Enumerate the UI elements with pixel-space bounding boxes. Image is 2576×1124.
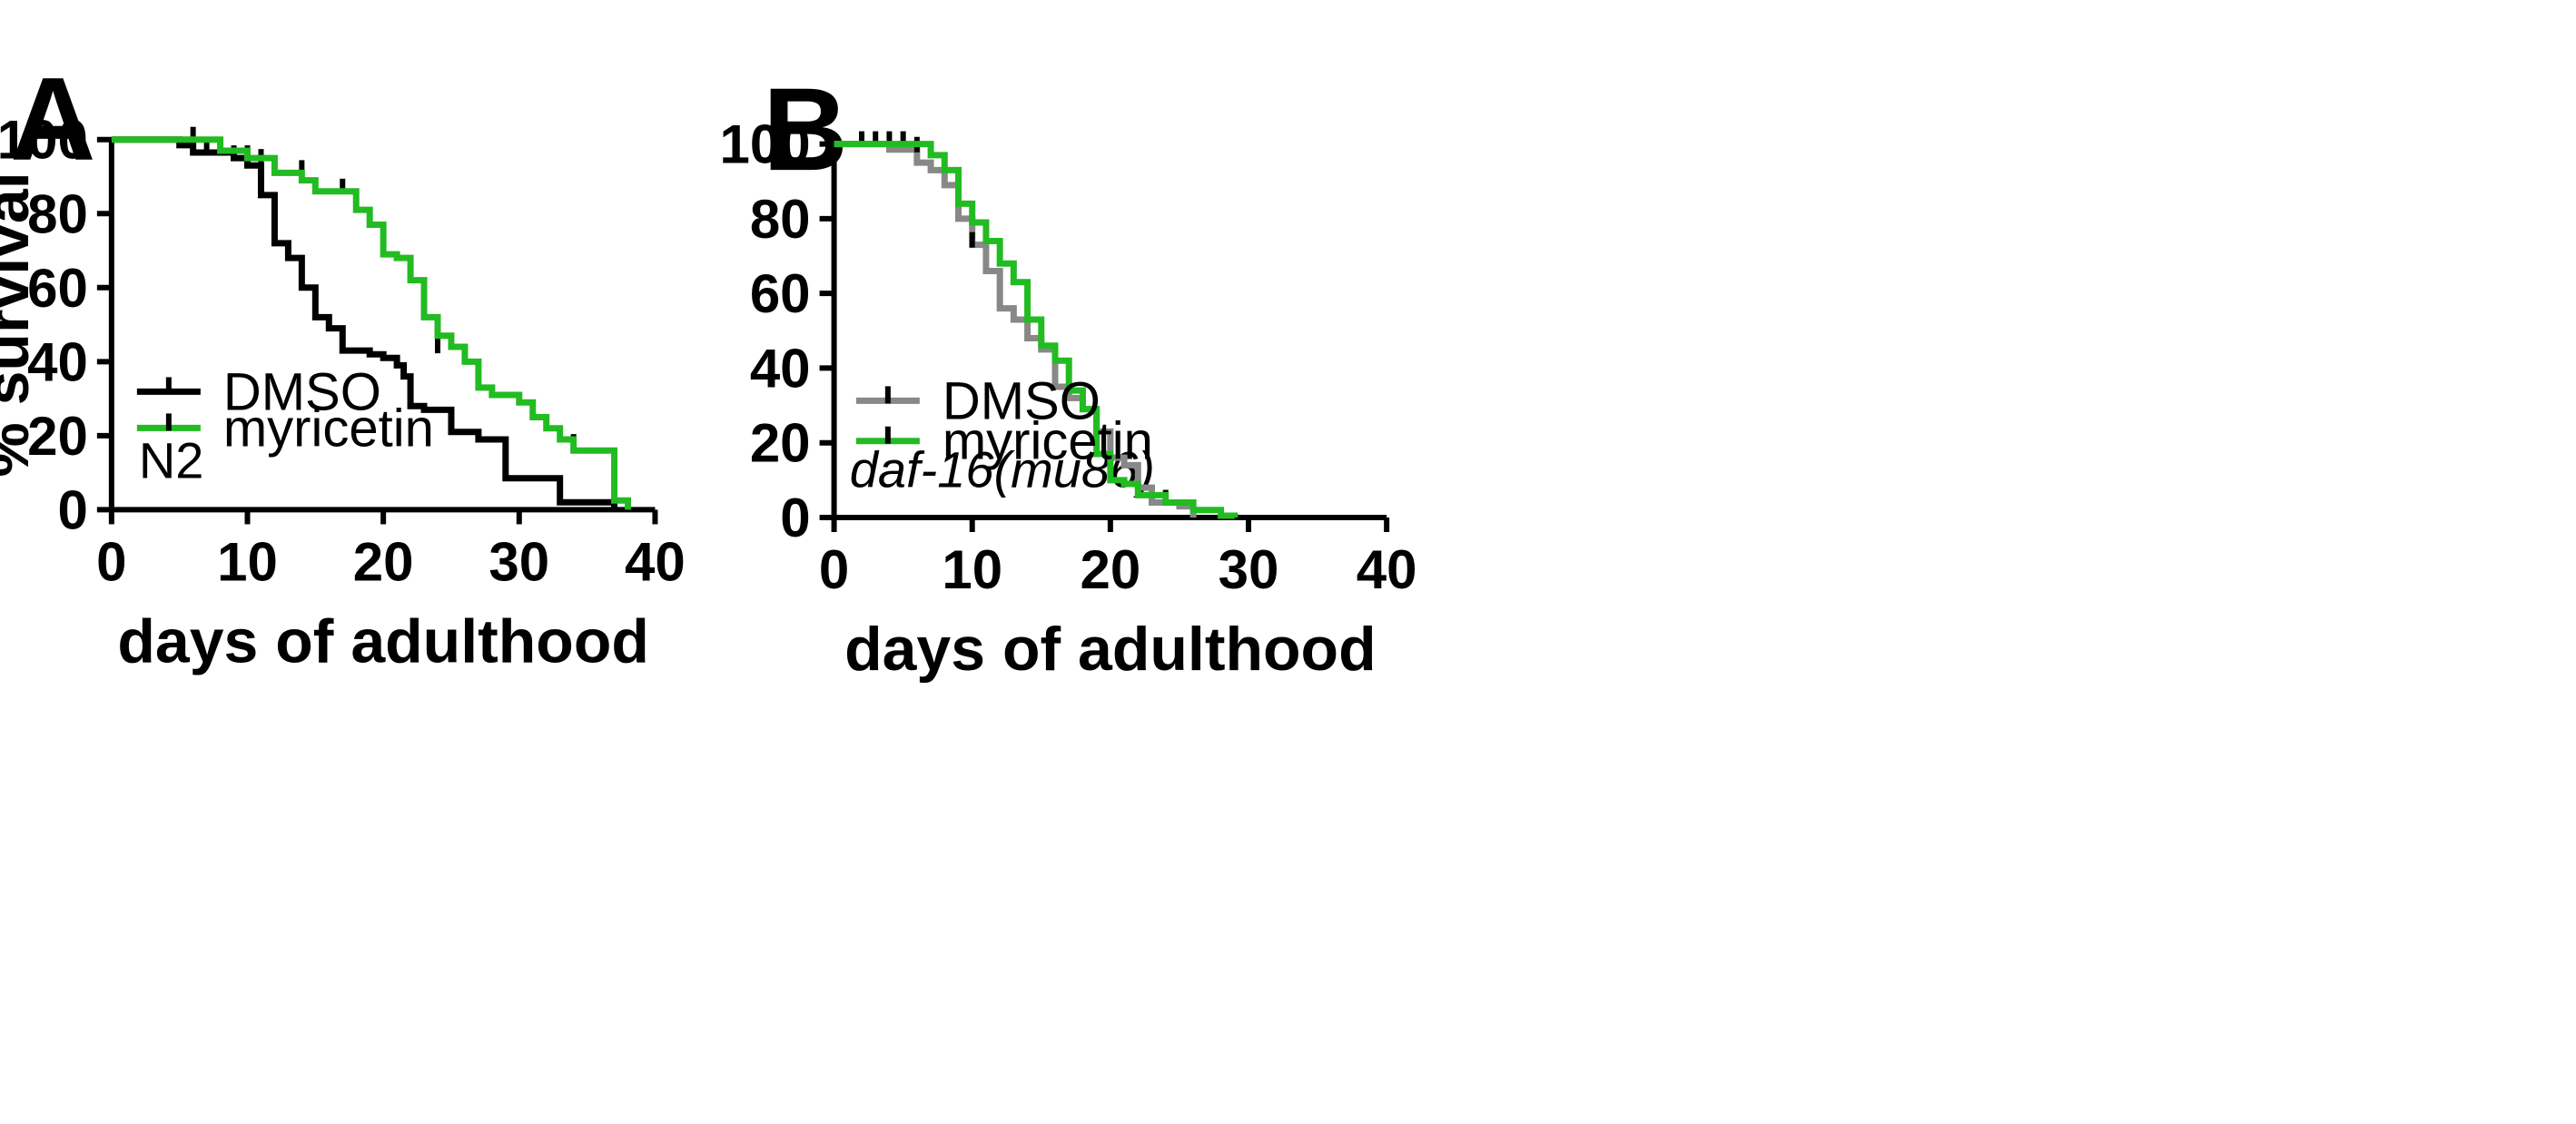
y-tick-label: 0 (780, 488, 810, 548)
x-tick-label: 20 (1080, 539, 1140, 600)
y-tick-label: 100 (0, 110, 88, 171)
x-tick-label: 40 (625, 531, 686, 592)
y-tick-label: 60 (750, 263, 811, 324)
x-tick-label: 0 (819, 539, 849, 600)
x-tick-label: 10 (217, 531, 278, 592)
survival-curve-myricetin (834, 141, 1239, 519)
x-tick-label: 10 (942, 539, 1002, 600)
y-tick-label: 40 (750, 338, 811, 399)
y-tick-label: 60 (27, 258, 88, 319)
x-tick-label: 20 (353, 531, 414, 592)
panel-a: A 0 20 40 60 80 100 0 10 20 30 40 days of adulthood%… (0, 53, 686, 676)
strain-label: N2 (139, 431, 204, 488)
x-tick-label: 30 (1219, 539, 1279, 600)
legend-label-dmso: DMSO (223, 362, 381, 421)
x-tick-label: 0 (96, 531, 126, 592)
strain-label: daf-16(mu86) (850, 441, 1155, 498)
legend-label-myricetin: myricetin (223, 399, 434, 458)
legend-label-myricetin: myricetin (943, 412, 1153, 471)
x-axis-label: days of adulthood (117, 606, 649, 675)
x-tick-label: 30 (489, 531, 549, 592)
panel-letter: A (10, 53, 95, 185)
y-tick-label: 40 (27, 331, 88, 392)
x-tick-label: 40 (1357, 539, 1417, 600)
survival-curve-myricetin (111, 136, 631, 510)
y-tick-label: 80 (27, 183, 88, 244)
y-tick-label: 80 (750, 189, 811, 250)
y-axis-label: % survival (0, 172, 42, 477)
x-axis-label: days of adulthood (844, 615, 1377, 684)
y-tick-label: 20 (27, 406, 88, 467)
y-tick-label: 100 (719, 114, 810, 175)
y-tick-label: 0 (57, 479, 87, 540)
legend-label-dmso: DMSO (943, 371, 1100, 430)
y-tick-label: 20 (750, 413, 811, 474)
